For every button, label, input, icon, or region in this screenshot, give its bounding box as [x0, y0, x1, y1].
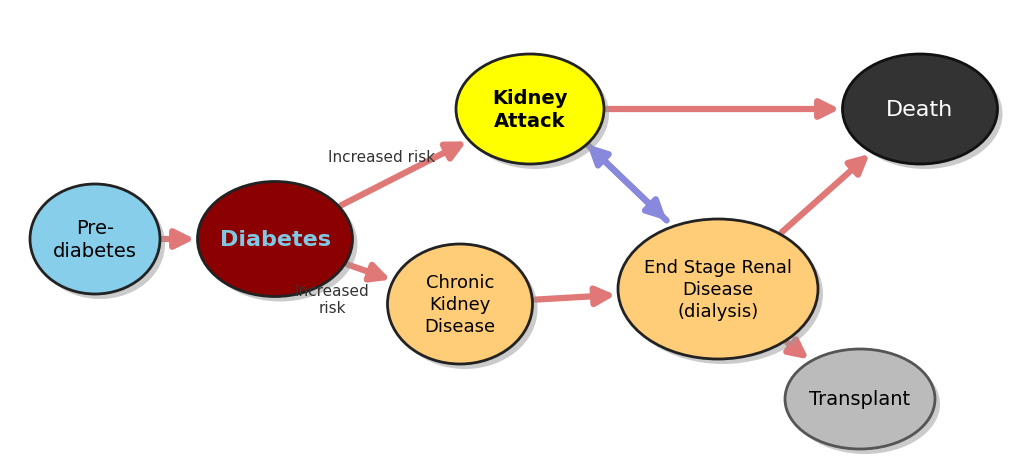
Ellipse shape: [785, 349, 935, 449]
Ellipse shape: [30, 185, 160, 294]
Ellipse shape: [197, 182, 353, 297]
Text: Death: Death: [886, 100, 953, 120]
Text: Increased
risk: Increased risk: [295, 283, 369, 315]
Text: Increased risk: Increased risk: [328, 150, 436, 165]
Text: Chronic
Kidney
Disease: Chronic Kidney Disease: [425, 273, 495, 336]
Text: Pre-
diabetes: Pre- diabetes: [53, 218, 137, 261]
Ellipse shape: [35, 190, 165, 299]
Text: End Stage Renal
Disease
(dialysis): End Stage Renal Disease (dialysis): [644, 258, 792, 320]
Ellipse shape: [388, 245, 533, 364]
Ellipse shape: [847, 60, 1003, 170]
Text: Kidney
Attack: Kidney Attack: [492, 89, 568, 131]
Ellipse shape: [393, 249, 537, 369]
Ellipse shape: [456, 55, 604, 165]
Ellipse shape: [203, 187, 357, 302]
Ellipse shape: [843, 55, 997, 165]
Ellipse shape: [618, 219, 818, 359]
Ellipse shape: [461, 60, 609, 170]
Ellipse shape: [790, 354, 940, 454]
Text: Transplant: Transplant: [809, 390, 910, 409]
Ellipse shape: [623, 224, 822, 364]
Text: Diabetes: Diabetes: [220, 230, 330, 249]
